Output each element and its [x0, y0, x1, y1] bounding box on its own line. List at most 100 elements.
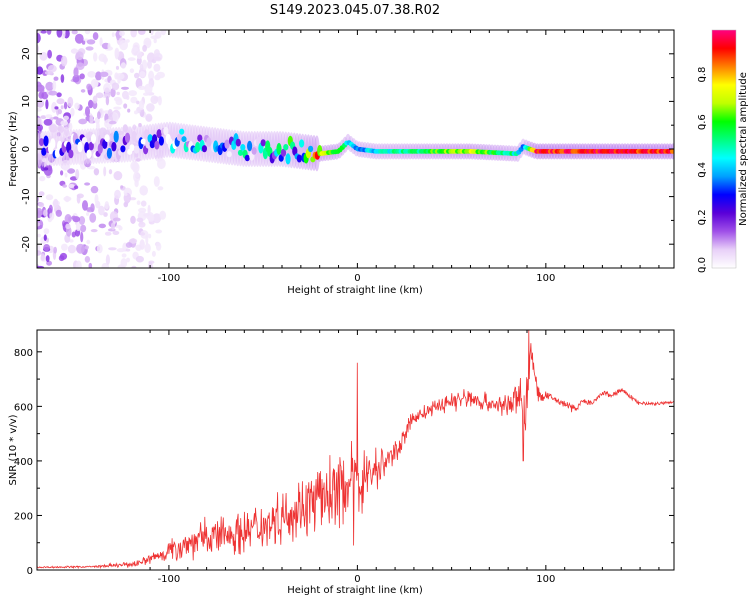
- noise-blob: [87, 166, 96, 170]
- noise-blob: [37, 107, 42, 112]
- noise-blob: [75, 260, 82, 268]
- ridge-mark: [285, 153, 291, 165]
- noise-blob: [82, 200, 88, 211]
- noise-blob: [67, 96, 74, 108]
- noise-blob: [39, 175, 46, 182]
- noise-blob: [131, 265, 137, 268]
- noise-blob: [68, 122, 73, 131]
- noise-blob: [103, 166, 107, 177]
- noise-blob: [127, 108, 131, 113]
- noise-blob: [65, 223, 71, 230]
- noise-blob: [108, 247, 117, 251]
- noise-blob: [60, 105, 64, 110]
- noise-blob: [43, 228, 50, 235]
- noise-blob: [38, 191, 45, 197]
- x-tick-label: 100: [536, 273, 555, 284]
- ridge-mark: [154, 140, 160, 150]
- noise-blob: [107, 42, 111, 51]
- noise-blob: [148, 70, 155, 82]
- noise-blob: [37, 222, 41, 227]
- colorbar: 0.0 0.2 0.4 0.6 0.8 Normalized spectral ampl…: [697, 29, 749, 273]
- x-tick-label: 0: [354, 574, 360, 585]
- x-tick-label: 100: [536, 574, 555, 585]
- noise-blob: [95, 92, 104, 99]
- noise-blob: [76, 194, 81, 204]
- ridge-mark: [240, 144, 246, 151]
- noise-blob: [155, 242, 162, 251]
- noise-blob: [81, 40, 86, 45]
- noise-blob: [148, 233, 152, 239]
- noise-blob: [93, 52, 98, 62]
- noise-blob: [51, 101, 57, 113]
- snr-panel: -100 0 100 0 200 400 600 800 Height of straight…: [8, 329, 675, 596]
- noise-blob: [137, 85, 146, 90]
- noise-blob: [79, 73, 85, 80]
- noise-blob: [80, 231, 84, 243]
- noise-blob: [99, 71, 109, 78]
- ridge-mark: [163, 126, 169, 136]
- noise-blob: [56, 30, 63, 38]
- noise-blob: [127, 57, 136, 61]
- noise-blob: [37, 250, 42, 256]
- noise-blob: [90, 203, 95, 213]
- y-tick-label: 600: [14, 402, 33, 413]
- ridge-mark: [260, 139, 266, 147]
- ridge-mark: [299, 139, 305, 148]
- ridge-mark: [283, 144, 289, 151]
- noise-blob: [43, 165, 53, 176]
- noise-blob: [57, 109, 63, 115]
- ridge-mark: [276, 143, 282, 155]
- noise-blob: [134, 72, 140, 79]
- noise-blob: [62, 184, 67, 188]
- ridge-mark: [669, 149, 674, 154]
- noise-blob: [48, 204, 53, 214]
- noise-blob: [153, 49, 160, 57]
- noise-blob: [139, 63, 144, 71]
- x-tick-label: 0: [354, 273, 360, 284]
- noise-blob: [70, 107, 75, 117]
- snr-line: [37, 330, 674, 570]
- noise-blob: [75, 222, 81, 232]
- noise-blob: [71, 231, 77, 238]
- noise-blob: [53, 246, 57, 254]
- noise-blob: [138, 100, 145, 111]
- noise-blob: [98, 205, 105, 216]
- noise-blob: [121, 253, 127, 258]
- noise-blob: [37, 66, 44, 75]
- noise-blob: [45, 81, 54, 91]
- noise-blob: [134, 110, 138, 115]
- noise-blob: [64, 214, 72, 224]
- noise-blob: [135, 255, 144, 263]
- noise-blob: [60, 170, 64, 176]
- noise-blob: [40, 115, 47, 119]
- noise-blob: [147, 60, 152, 69]
- noise-blob: [37, 265, 45, 268]
- noise-blob: [104, 91, 111, 98]
- noise-blob: [89, 114, 94, 124]
- noise-blob: [67, 168, 76, 174]
- ridge-mark: [296, 154, 302, 163]
- noise-blob: [84, 182, 91, 186]
- ridge-mark: [292, 146, 298, 156]
- noise-blob: [116, 248, 126, 253]
- ridge-mark: [156, 129, 162, 139]
- noise-blob: [78, 118, 88, 125]
- noise-blob: [139, 239, 145, 250]
- noise-blob: [138, 207, 147, 213]
- noise-blob: [68, 184, 75, 188]
- ridge-mark: [124, 132, 131, 143]
- noise-blob: [130, 161, 139, 171]
- noise-blob: [105, 96, 110, 106]
- noise-blob: [146, 103, 155, 112]
- ridge-mark: [113, 130, 119, 143]
- noise-blob: [112, 217, 121, 222]
- x-tick-label: -100: [158, 273, 181, 284]
- noise-blob: [155, 229, 163, 234]
- noise-blob: [131, 50, 136, 54]
- noise-blob: [156, 71, 166, 79]
- noise-blob: [153, 176, 160, 187]
- noise-blob: [92, 32, 99, 41]
- noise-blob: [60, 55, 68, 67]
